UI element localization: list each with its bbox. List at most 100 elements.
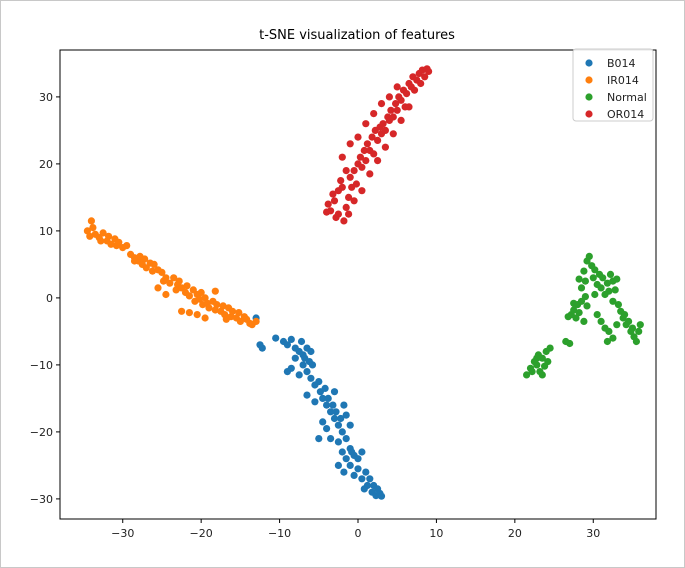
point-or014-61 — [334, 210, 342, 218]
point-normal-61 — [613, 321, 621, 329]
point-ir014-42 — [196, 295, 204, 303]
point-or014-11 — [346, 173, 354, 181]
point-normal-65 — [575, 275, 583, 283]
point-or014-67 — [381, 143, 389, 151]
point-ir014-34 — [175, 277, 183, 285]
point-ir014-25 — [150, 260, 158, 268]
point-or014-18 — [360, 146, 368, 155]
point-b014-56 — [354, 465, 362, 473]
legend-items: B014 IR014 Normal OR014 — [585, 57, 647, 121]
point-or014-66 — [374, 157, 382, 165]
point-b014-41 — [315, 435, 323, 443]
point-normal-56 — [636, 321, 644, 329]
point-or014-3 — [330, 197, 339, 205]
point-ir014-27 — [158, 268, 166, 276]
plot-area — [59, 49, 657, 520]
point-ir014-67 — [178, 307, 186, 315]
point-or014-32 — [387, 106, 395, 114]
point-ir014-68 — [193, 311, 201, 319]
point-normal-44 — [609, 297, 617, 305]
point-normal-17 — [570, 306, 578, 314]
point-or014-17 — [358, 163, 366, 171]
point-normal-66 — [591, 290, 599, 299]
point-ir014-69 — [162, 290, 170, 299]
point-or014-60 — [393, 83, 401, 91]
point-ir014-49 — [211, 306, 219, 314]
point-normal-15 — [566, 339, 574, 348]
point-ir014-10 — [107, 240, 115, 248]
point-b014-43 — [334, 438, 342, 446]
points-layer — [83, 65, 644, 500]
point-or014-33 — [389, 113, 397, 121]
point-b014-20 — [307, 374, 315, 382]
point-b014-42 — [327, 435, 335, 443]
point-b014-51 — [358, 448, 366, 456]
point-normal-36 — [599, 274, 607, 282]
point-normal-11 — [546, 344, 554, 352]
point-b014-15 — [308, 361, 317, 369]
point-normal-22 — [580, 317, 588, 325]
point-ir014-29 — [162, 274, 170, 282]
point-or014-65 — [366, 170, 374, 178]
point-ir014-71 — [130, 257, 139, 265]
point-ir014-56 — [228, 307, 237, 315]
x-tick-label: −30 — [111, 527, 134, 540]
point-b014-67 — [360, 485, 368, 493]
point-normal-59 — [605, 327, 613, 335]
point-normal-63 — [593, 311, 601, 319]
point-normal-4 — [533, 361, 541, 369]
point-normal-27 — [580, 267, 588, 275]
y-tick-label: −10 — [30, 359, 53, 372]
point-b014-66 — [377, 492, 386, 500]
point-or014-59 — [385, 93, 393, 101]
point-ir014-37 — [183, 282, 191, 290]
point-b014-47 — [342, 455, 350, 463]
point-or014-35 — [393, 106, 401, 114]
point-ir014-72 — [201, 314, 209, 322]
point-normal-62 — [603, 337, 612, 346]
point-or014-9 — [342, 203, 350, 211]
point-b014-3 — [272, 334, 280, 342]
point-b014-24 — [319, 394, 327, 402]
x-tick-label: 0 — [355, 527, 362, 540]
point-or014-2 — [329, 190, 337, 198]
point-normal-29 — [585, 252, 593, 260]
point-or014-62 — [345, 210, 353, 218]
point-normal-10 — [544, 358, 552, 366]
point-b014-46 — [338, 448, 346, 456]
point-or014-49 — [421, 73, 429, 81]
point-b014-70 — [291, 354, 299, 362]
point-ir014-70 — [154, 284, 162, 292]
point-normal-31 — [589, 274, 597, 282]
point-ir014-21 — [141, 255, 149, 263]
point-b014-22 — [315, 378, 323, 386]
point-b014-54 — [346, 461, 354, 469]
y-tick-label: 0 — [46, 292, 53, 305]
point-normal-2 — [528, 368, 536, 376]
x-tick-label: −20 — [190, 527, 213, 540]
point-b014-44 — [342, 435, 350, 443]
point-normal-48 — [621, 311, 629, 319]
point-b014-2 — [258, 344, 266, 352]
point-or014-47 — [417, 79, 425, 88]
point-b014-50 — [354, 455, 362, 463]
point-or014-68 — [389, 130, 397, 138]
point-or014-70 — [405, 103, 413, 111]
point-or014-55 — [354, 133, 362, 141]
point-b014-9 — [297, 337, 306, 346]
point-b014-28 — [327, 408, 335, 416]
point-ir014-65 — [211, 287, 219, 295]
point-or014-53 — [338, 153, 346, 161]
point-normal-12 — [533, 354, 541, 362]
point-b014-17 — [283, 368, 291, 376]
point-b014-40 — [323, 425, 331, 433]
point-b014-37 — [340, 401, 348, 409]
point-or014-51 — [425, 67, 433, 75]
legend-label-or014: OR014 — [607, 108, 644, 121]
point-b014-18 — [295, 371, 303, 379]
point-ir014-64 — [252, 317, 260, 325]
point-or014-40 — [403, 90, 411, 98]
point-b014-68 — [348, 448, 356, 456]
point-normal-0 — [523, 371, 531, 379]
x-tick-label: 30 — [586, 527, 600, 540]
